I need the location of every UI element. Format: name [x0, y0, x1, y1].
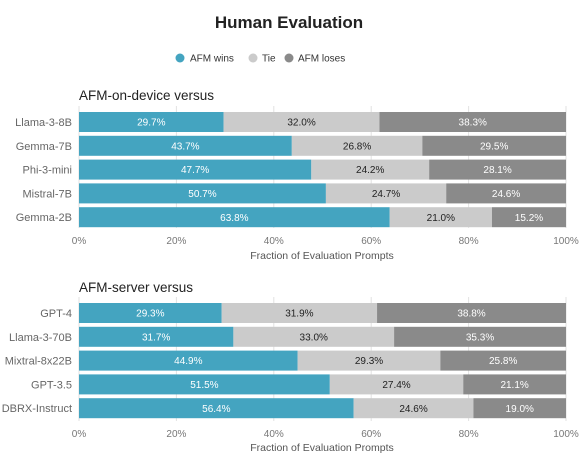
x-tick-label: 20% [166, 236, 186, 247]
data-label: 63.8% [220, 213, 248, 224]
data-label: 21.0% [427, 213, 455, 224]
bar-segment-tie [353, 398, 474, 419]
bar-segment-tie [221, 303, 378, 323]
bar-segment-tie [389, 207, 492, 228]
category-label: Mistral-7B [22, 188, 72, 200]
data-label: 28.1% [483, 165, 511, 176]
data-label: 32.0% [287, 118, 315, 129]
bar-segment-afm-wins [79, 207, 390, 228]
bar-segment-afm-loses [473, 398, 566, 419]
bar-segment-tie [297, 350, 441, 371]
data-label: 24.6% [399, 404, 427, 415]
data-label: 50.7% [188, 189, 216, 200]
bar-segment-afm-wins [79, 112, 224, 132]
bar-segment-afm-loses [377, 303, 566, 323]
x-tick-label: 100% [553, 236, 579, 247]
panel-1-plot: 0% 20% 40% 60% 80% 100% Llama-3-8B 29.7% 32.0% 38… [15, 106, 579, 247]
bar-segment-afm-loses [491, 207, 566, 228]
category-label: GPT-3.5 [31, 379, 72, 391]
category-label: DBRX-Instruct [2, 403, 72, 415]
bar-segment-afm-wins [79, 183, 326, 204]
data-label: 43.7% [171, 141, 199, 152]
x-tick-label: 0% [72, 236, 87, 247]
category-label: Phi-3-mini [22, 165, 72, 177]
category-label: Llama-3-70B [9, 332, 72, 344]
chart-title: Human Evaluation [215, 13, 363, 32]
panel-1-x-axis-title: Fraction of Evaluation Prompts [250, 250, 394, 262]
legend-label-afm-loses: AFM loses [298, 54, 345, 65]
data-label: 29.5% [480, 141, 508, 152]
data-label: 31.7% [142, 332, 170, 343]
x-tick-label: 60% [361, 236, 381, 247]
x-tick-label: 60% [361, 429, 381, 440]
data-label: 24.6% [492, 189, 520, 200]
category-label: Mixtral-8x22B [5, 356, 72, 368]
panel-2-plot: 0% 20% 40% 60% 80% 100% GPT-4 29.3% 31.9% 38.8% Ll… [2, 297, 579, 440]
bar-segment-tie [325, 183, 447, 204]
bar-segment-afm-loses [429, 159, 566, 180]
bar-segment-tie [291, 135, 423, 156]
data-label: 24.7% [372, 189, 400, 200]
x-tick-label: 100% [553, 429, 579, 440]
data-label: 21.1% [500, 380, 528, 391]
legend-swatch-tie [248, 53, 258, 63]
x-tick-label: 40% [264, 429, 284, 440]
data-label: 44.9% [174, 356, 202, 367]
bar-segment-afm-wins [79, 326, 234, 347]
bar-segment-tie [329, 374, 464, 395]
category-label: Gemma-7B [16, 141, 72, 153]
data-label: 29.3% [136, 309, 164, 320]
bar-segment-tie [233, 326, 395, 347]
data-label: 35.3% [466, 332, 494, 343]
x-tick-label: 80% [459, 429, 479, 440]
data-label: 26.8% [343, 141, 371, 152]
bar-segment-afm-wins [79, 350, 298, 371]
category-label: GPT-4 [40, 308, 72, 320]
x-tick-label: 20% [166, 429, 186, 440]
bar-segment-afm-wins [79, 398, 354, 419]
bar-segment-afm-wins [79, 135, 292, 156]
bar-segment-afm-loses [394, 326, 566, 347]
category-label: Llama-3-8B [15, 117, 72, 129]
data-label: 25.8% [489, 356, 517, 367]
panel-2-title: AFM-server versus [79, 280, 193, 295]
bar-segment-afm-wins [79, 374, 330, 395]
data-label: 29.7% [137, 118, 165, 129]
bar-segment-afm-wins [79, 159, 312, 180]
bar-segment-afm-loses [440, 350, 566, 371]
data-label: 33.0% [300, 332, 328, 343]
bar-segment-afm-loses [446, 183, 566, 204]
bar-segment-afm-loses [463, 374, 566, 395]
legend-label-afm-wins: AFM wins [190, 54, 234, 65]
bar-segment-afm-loses [422, 135, 566, 156]
legend: AFM wins Tie AFM loses [175, 53, 345, 65]
category-label: Gemma-2B [16, 212, 72, 224]
x-tick-label: 80% [459, 236, 479, 247]
data-label: 27.4% [382, 380, 410, 391]
bar-segment-tie [311, 159, 430, 180]
data-label: 47.7% [181, 165, 209, 176]
x-tick-label: 40% [264, 236, 284, 247]
data-label: 24.2% [356, 165, 384, 176]
data-label: 15.2% [515, 213, 543, 224]
bar-segment-tie [223, 112, 380, 132]
data-label: 51.5% [190, 380, 218, 391]
legend-label-tie: Tie [262, 54, 276, 65]
data-label: 38.3% [459, 118, 487, 129]
panel-2-x-axis-title: Fraction of Evaluation Prompts [250, 442, 394, 453]
data-label: 19.0% [506, 404, 534, 415]
legend-swatch-afm-wins [175, 53, 185, 63]
data-label: 29.3% [355, 356, 383, 367]
legend-swatch-afm-loses [284, 53, 294, 63]
bar-segment-afm-wins [79, 303, 222, 323]
data-label: 38.8% [457, 309, 485, 320]
x-tick-label: 0% [72, 429, 87, 440]
data-label: 56.4% [202, 404, 230, 415]
bar-segment-afm-loses [379, 112, 566, 132]
data-label: 31.9% [285, 309, 313, 320]
panel-1-title: AFM-on-device versus [79, 88, 214, 103]
